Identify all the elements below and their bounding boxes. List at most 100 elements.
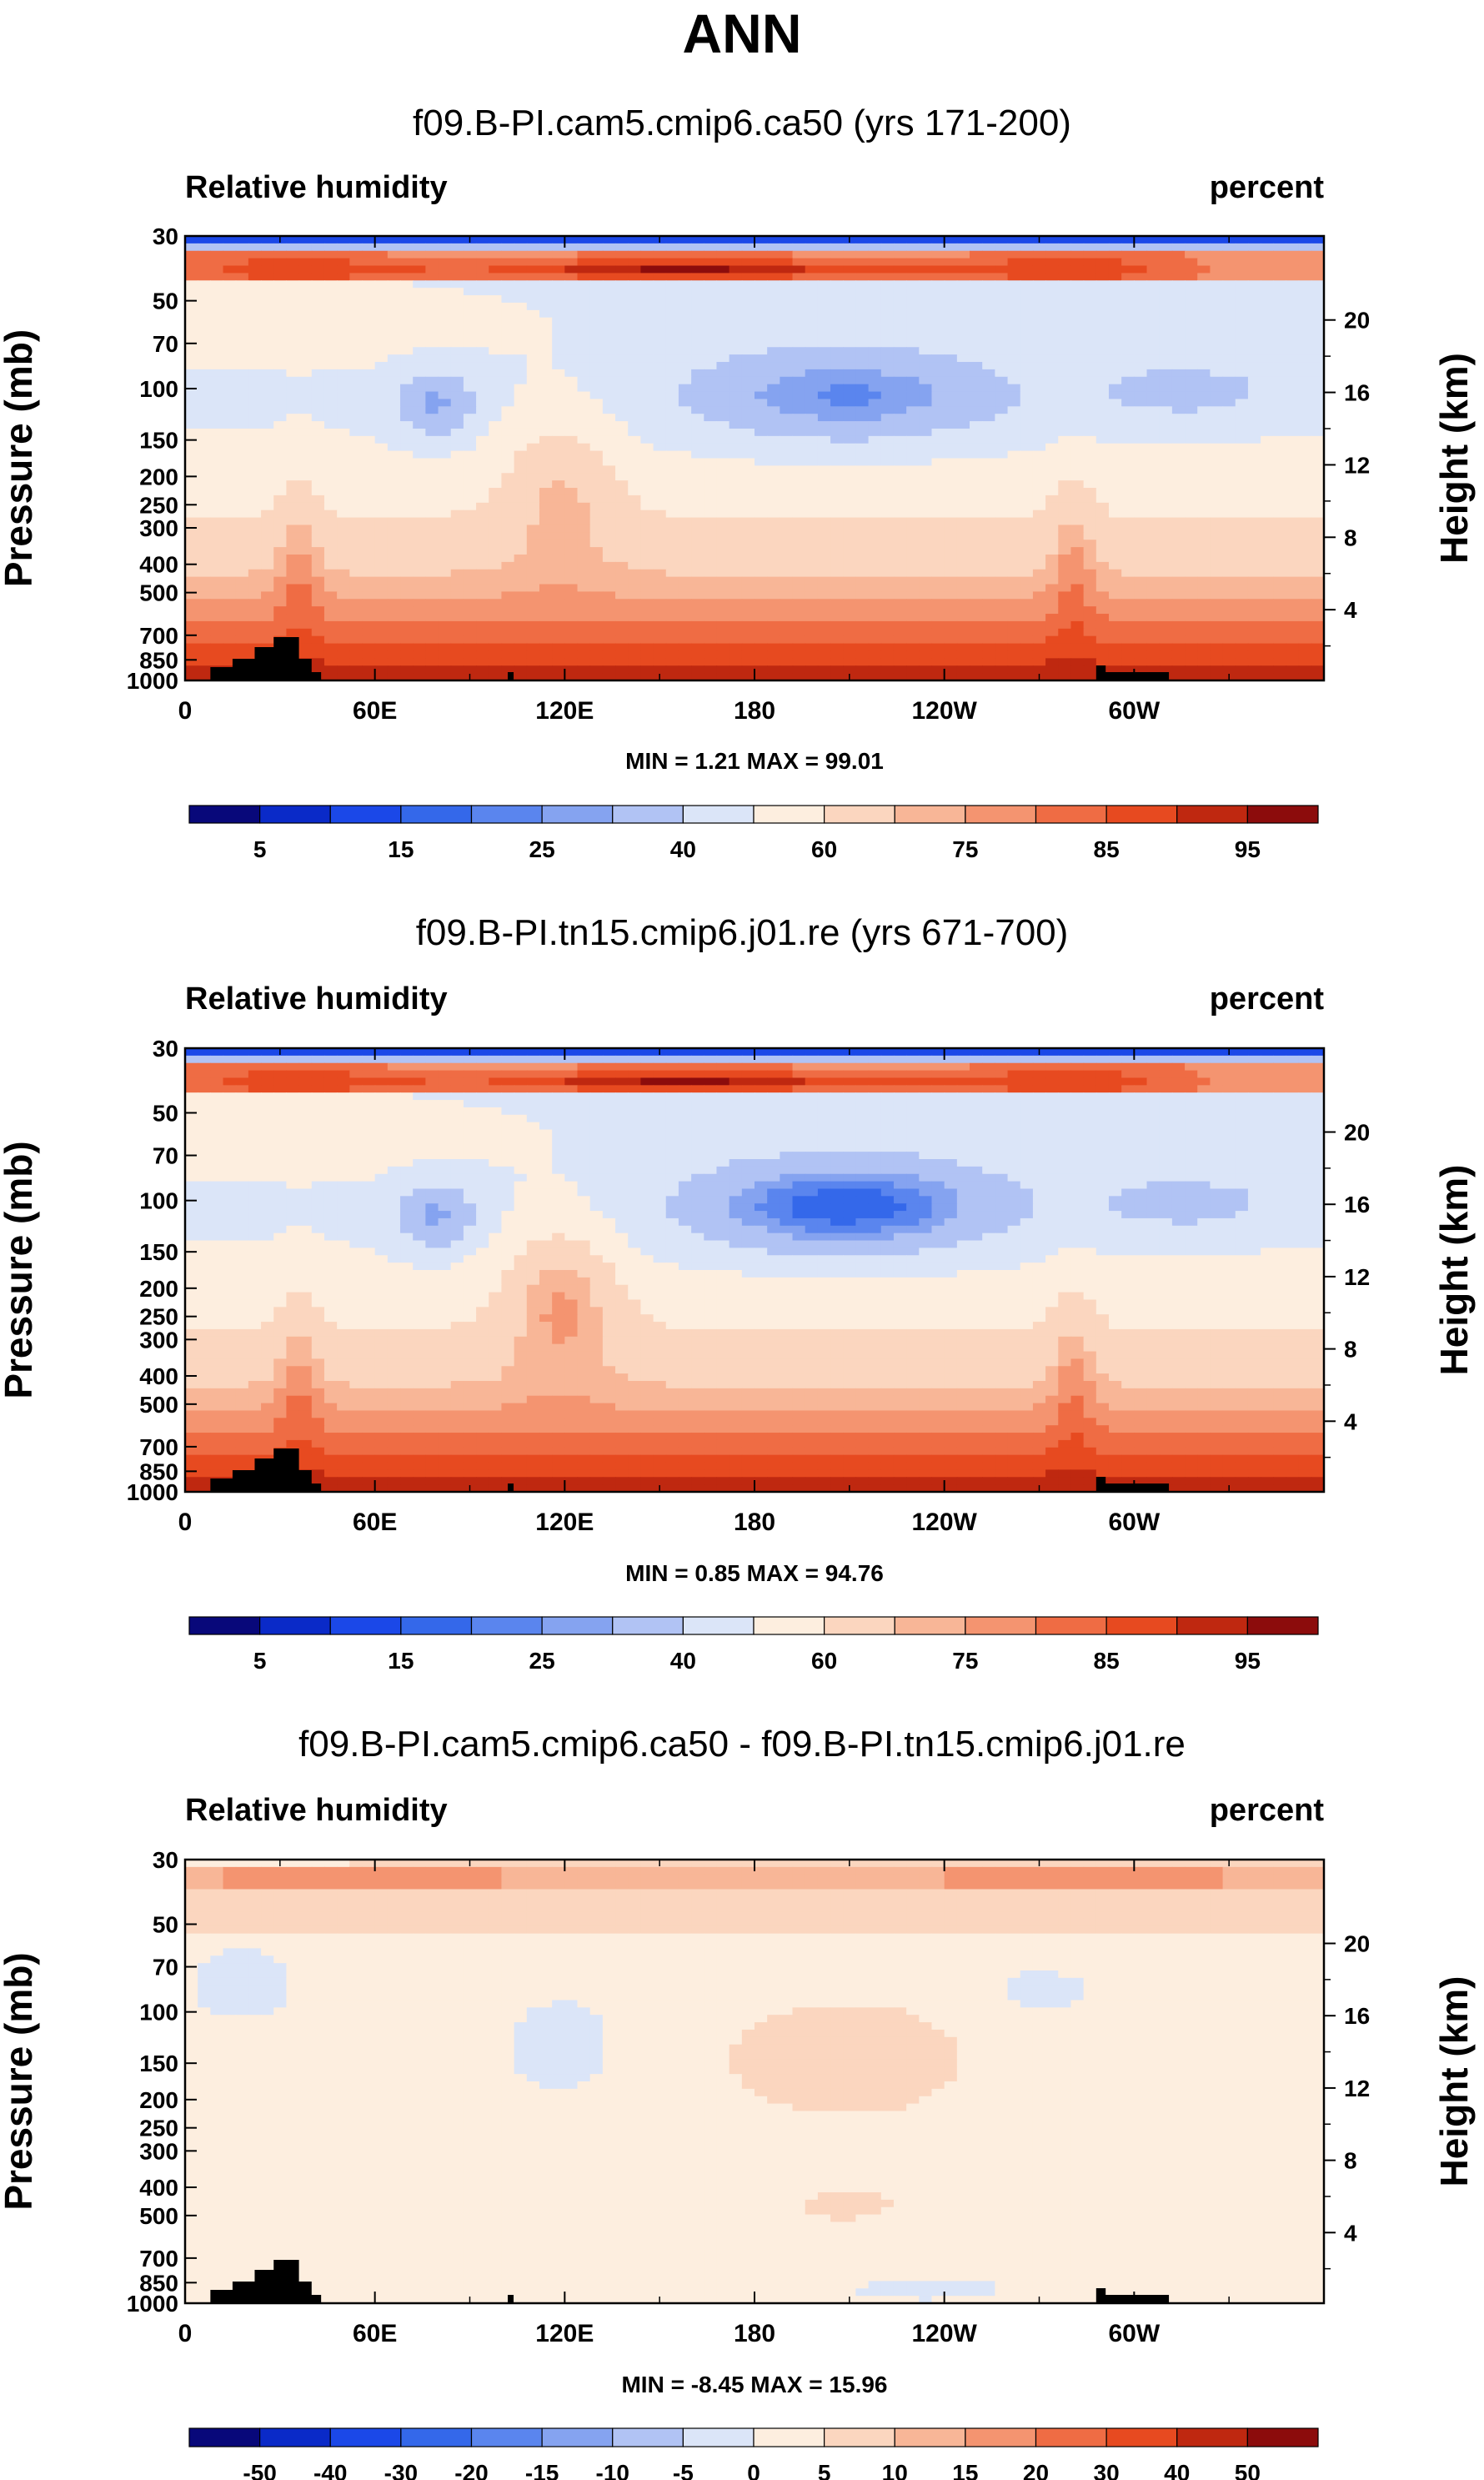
field-cell	[1286, 354, 1300, 363]
field-cell	[198, 525, 211, 533]
field-cell	[1222, 488, 1236, 496]
field-cell	[387, 488, 401, 496]
field-cell	[564, 384, 579, 393]
field-cell	[1058, 258, 1072, 267]
field-cell	[1007, 450, 1021, 459]
field-cell	[1108, 258, 1122, 267]
field-cell	[1185, 458, 1198, 466]
field-cell	[817, 576, 831, 585]
field-cell	[704, 384, 718, 393]
field-cell	[1146, 391, 1161, 400]
field-cell	[1311, 606, 1324, 615]
field-cell	[438, 494, 452, 504]
field-cell	[931, 458, 945, 466]
field-cell	[931, 532, 945, 540]
field-cell	[855, 250, 870, 259]
field-cell	[1210, 250, 1224, 259]
field-cell	[1247, 614, 1261, 622]
field-cell	[387, 458, 401, 466]
field-cell	[235, 547, 249, 555]
field-cell	[653, 243, 667, 252]
field-cell	[729, 309, 743, 319]
field-cell	[919, 339, 933, 348]
field-cell	[463, 628, 477, 637]
field-cell	[349, 591, 363, 600]
field-cell	[248, 339, 262, 348]
field-cell	[501, 620, 515, 630]
field-cell	[868, 302, 882, 311]
field-cell	[349, 414, 363, 422]
field-cell	[691, 510, 704, 519]
field-cell	[653, 450, 667, 459]
field-cell	[982, 317, 995, 326]
field-cell	[931, 443, 945, 452]
field-cell	[843, 414, 857, 422]
field-cell	[716, 488, 730, 496]
field-cell	[323, 258, 338, 267]
field-cell	[843, 628, 857, 637]
field-cell	[792, 288, 806, 296]
field-cell	[248, 547, 262, 555]
field-cell	[564, 428, 579, 437]
field-cell	[1146, 635, 1161, 645]
field-cell	[1273, 369, 1287, 378]
field-cell	[1007, 414, 1021, 422]
field-cell	[868, 280, 882, 289]
field-cell	[539, 510, 553, 519]
field-cell	[855, 421, 870, 429]
field-cell	[1159, 236, 1173, 244]
field-cell	[830, 561, 844, 570]
field-cell	[286, 362, 300, 370]
field-cell	[678, 502, 692, 511]
field-cell	[438, 576, 452, 585]
field-cell	[1298, 243, 1312, 252]
field-cell	[640, 288, 654, 296]
field-cell	[944, 384, 958, 393]
field-cell	[1286, 540, 1300, 548]
field-cell	[463, 302, 477, 311]
field-cell	[323, 354, 338, 363]
field-cell	[602, 324, 616, 334]
field-cell	[830, 302, 844, 311]
field-cell	[438, 288, 452, 296]
field-cell	[880, 250, 895, 259]
field-cell	[185, 450, 198, 459]
field-cell	[1235, 488, 1249, 496]
field-cell	[311, 406, 325, 414]
field-cell	[653, 606, 667, 615]
field-cell	[450, 561, 464, 570]
field-cell	[1146, 376, 1161, 385]
field-cell	[653, 435, 667, 444]
field-cell	[970, 280, 983, 289]
field-cell	[400, 458, 414, 466]
field-cell	[564, 635, 579, 645]
field-cell	[602, 362, 616, 370]
field-cell	[1134, 532, 1148, 540]
field-cell	[198, 406, 211, 414]
field-cell	[615, 561, 629, 570]
field-cell	[526, 532, 540, 540]
field-cell	[1185, 243, 1198, 252]
field-cell	[893, 450, 907, 459]
field-cell	[780, 591, 794, 600]
field-cell	[1171, 576, 1186, 585]
field-cell	[1222, 362, 1236, 370]
field-cell	[1261, 458, 1274, 466]
field-cell	[1185, 532, 1198, 540]
field-cell	[539, 421, 553, 429]
field-cell	[413, 339, 426, 348]
field-cell	[1108, 620, 1122, 630]
field-cell	[678, 280, 692, 289]
field-cell	[1171, 635, 1186, 645]
field-cell	[1235, 354, 1249, 363]
field-cell	[665, 309, 679, 319]
field-cell	[463, 243, 477, 252]
field-cell	[880, 265, 895, 274]
field-cell	[552, 399, 565, 407]
field-cell	[1045, 635, 1059, 645]
field-cell	[893, 488, 907, 496]
field-cell	[298, 369, 313, 378]
field-cell	[868, 502, 882, 511]
field-cell	[1108, 614, 1122, 622]
field-cell	[413, 532, 426, 540]
